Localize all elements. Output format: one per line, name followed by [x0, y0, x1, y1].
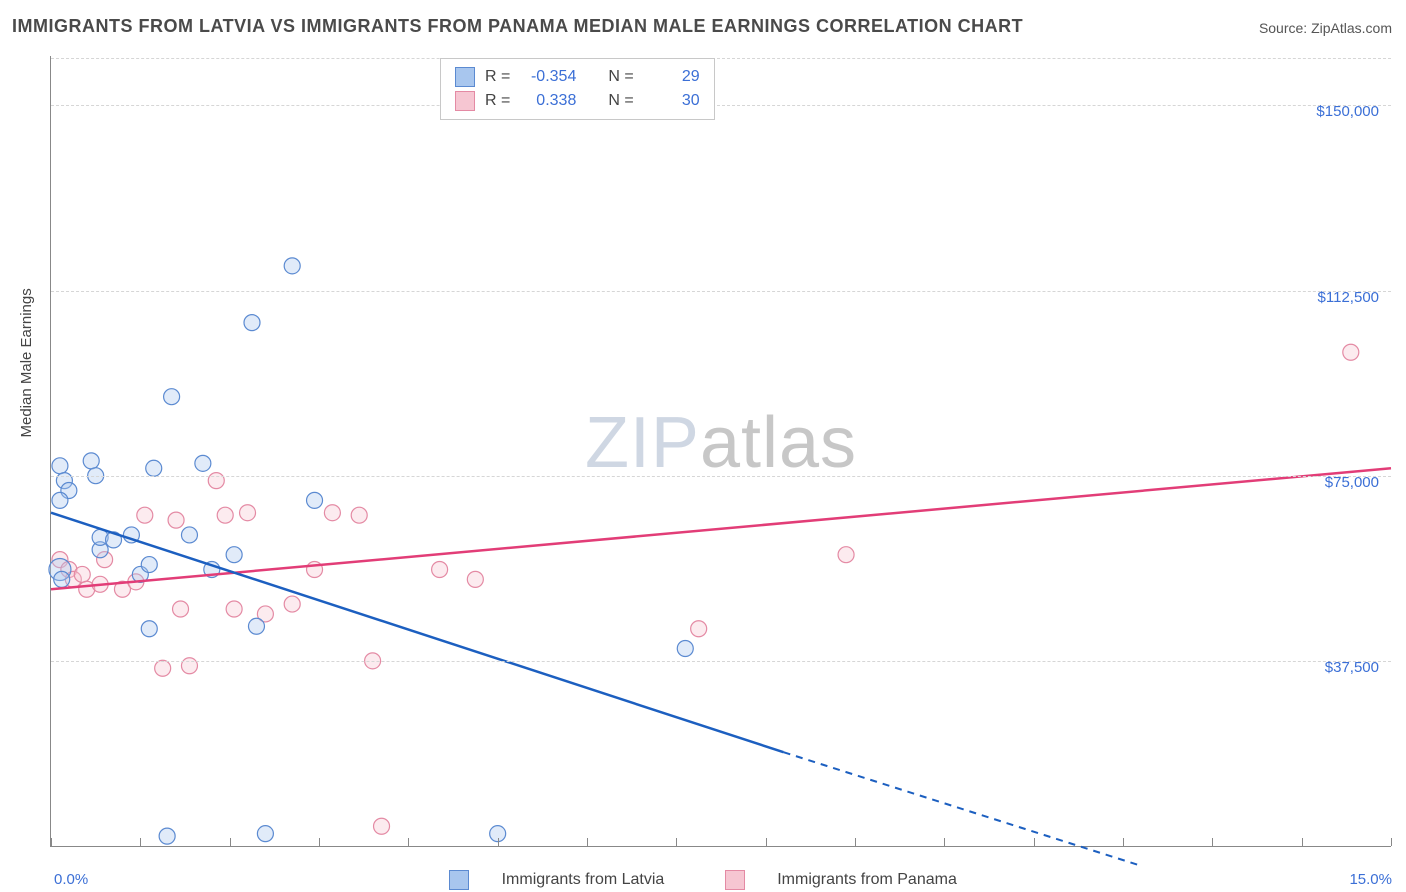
data-point: [141, 621, 157, 637]
stat-r-latvia: -0.354: [520, 65, 576, 89]
data-point: [248, 618, 264, 634]
gridline: [51, 291, 1391, 292]
ytick-label: $75,000: [1325, 474, 1379, 491]
xtick: [319, 838, 320, 846]
stat-r-label-2: R =: [485, 89, 510, 113]
data-point: [691, 621, 707, 637]
data-point: [168, 512, 184, 528]
bottom-legend-latvia: Immigrants from Latvia: [435, 871, 683, 888]
legend-label-panama: Immigrants from Panama: [777, 871, 957, 888]
swatch-panama: [455, 91, 475, 111]
xtick: [1123, 838, 1124, 846]
data-point: [324, 505, 340, 521]
xtick: [408, 838, 409, 846]
xtick: [855, 838, 856, 846]
data-point: [141, 557, 157, 573]
bottom-legend: Immigrants from Latvia Immigrants from P…: [0, 870, 1406, 890]
data-point: [52, 492, 68, 508]
stat-n-label: N =: [608, 65, 633, 89]
data-point: [244, 315, 260, 331]
bottom-legend-panama: Immigrants from Panama: [711, 871, 971, 888]
data-point: [226, 601, 242, 617]
chart-svg: [51, 56, 1391, 846]
data-point: [240, 505, 256, 521]
data-point: [164, 389, 180, 405]
swatch-latvia-bottom: [449, 870, 469, 890]
data-point: [159, 828, 175, 844]
data-point: [195, 455, 211, 471]
stat-n-panama: 30: [644, 89, 700, 113]
xtick: [944, 838, 945, 846]
data-point: [226, 547, 242, 563]
xtick: [1212, 838, 1213, 846]
ytick-label: $112,500: [1318, 289, 1379, 306]
xtick: [1391, 838, 1392, 846]
gridline: [51, 661, 1391, 662]
xtick: [1034, 838, 1035, 846]
data-point: [137, 507, 153, 523]
data-point: [74, 566, 90, 582]
data-point: [284, 596, 300, 612]
gridline: [51, 105, 1391, 106]
gridline: [51, 476, 1391, 477]
data-point: [181, 527, 197, 543]
data-point: [432, 562, 448, 578]
legend-label-latvia: Immigrants from Latvia: [502, 871, 665, 888]
ytick-label: $150,000: [1316, 103, 1379, 120]
legend-stats-box: R = -0.354 N = 29 R = 0.338 N = 30: [440, 58, 715, 120]
legend-stats-row-latvia: R = -0.354 N = 29: [455, 65, 700, 89]
xtick: [766, 838, 767, 846]
xtick: [587, 838, 588, 846]
data-point: [467, 571, 483, 587]
data-point: [677, 641, 693, 657]
stat-r-panama: 0.338: [520, 89, 576, 113]
xtick: [1302, 838, 1303, 846]
data-point: [307, 492, 323, 508]
source-label: Source: ZipAtlas.com: [1259, 20, 1392, 36]
y-axis-label: Median Male Earnings: [18, 288, 35, 437]
data-point: [54, 571, 70, 587]
canvas: IMMIGRANTS FROM LATVIA VS IMMIGRANTS FRO…: [0, 0, 1406, 892]
data-point: [838, 547, 854, 563]
data-point: [351, 507, 367, 523]
ytick-label: $37,500: [1325, 659, 1379, 676]
stat-n-label-2: N =: [608, 89, 633, 113]
xtick: [676, 838, 677, 846]
data-point: [374, 818, 390, 834]
xtick: [140, 838, 141, 846]
plot-area: ZIPatlas $37,500$75,000$112,500$150,000: [50, 56, 1391, 847]
data-point: [284, 258, 300, 274]
legend-stats-row-panama: R = 0.338 N = 30: [455, 89, 700, 113]
swatch-panama-bottom: [725, 870, 745, 890]
data-point: [217, 507, 233, 523]
stat-r-label: R =: [485, 65, 510, 89]
swatch-latvia: [455, 67, 475, 87]
data-point: [155, 660, 171, 676]
stat-n-latvia: 29: [644, 65, 700, 89]
xtick: [230, 838, 231, 846]
chart-title: IMMIGRANTS FROM LATVIA VS IMMIGRANTS FRO…: [12, 16, 1023, 37]
data-point: [173, 601, 189, 617]
data-point: [83, 453, 99, 469]
data-point: [52, 458, 68, 474]
data-point: [146, 460, 162, 476]
data-point: [1343, 344, 1359, 360]
data-point: [257, 826, 273, 842]
xtick: [498, 838, 499, 846]
xtick: [51, 838, 52, 846]
